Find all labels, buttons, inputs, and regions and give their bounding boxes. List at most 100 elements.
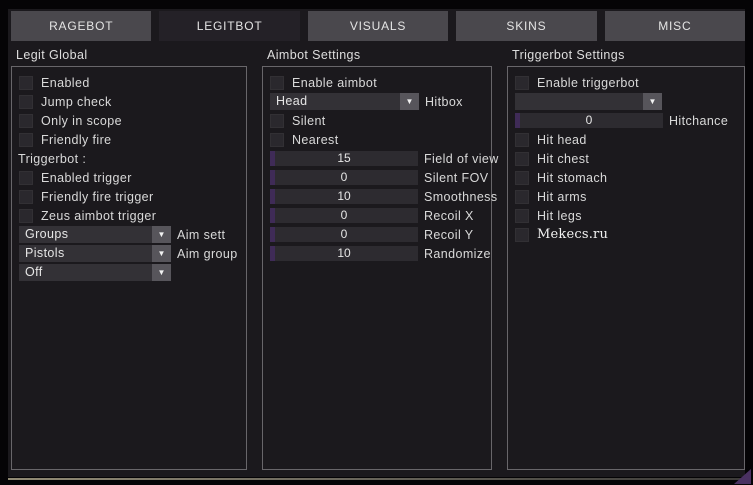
- checkbox-row-enabled: Enabled: [19, 73, 240, 92]
- slider-value: 0: [585, 113, 593, 127]
- arrow-glyph: ▼: [157, 267, 166, 277]
- slider-silent-fov[interactable]: 0: [270, 170, 418, 185]
- checkbox-enable-aimbot[interactable]: [270, 75, 284, 90]
- checkbox-friendly-fire[interactable]: [19, 132, 33, 147]
- checkbox-hit-legs[interactable]: [515, 208, 529, 223]
- aim-sett-dropdown[interactable]: Groups ▼: [19, 226, 171, 243]
- slider-label: Smoothness: [424, 189, 498, 204]
- checkbox-hit-head[interactable]: [515, 132, 529, 147]
- checkbox-enabled[interactable]: [19, 75, 33, 90]
- dropdown-arrow-icon[interactable]: ▼: [643, 93, 662, 110]
- checkbox-label: Jump check: [41, 94, 112, 109]
- tab-misc[interactable]: MISC: [604, 11, 746, 41]
- checkbox-hit-stomach[interactable]: [515, 170, 529, 185]
- slider-label: Recoil Y: [424, 227, 474, 242]
- checkbox-friendly-fire-trigger[interactable]: [19, 189, 33, 204]
- tab-ragebot[interactable]: RAGEBOT: [11, 11, 152, 41]
- checkbox-hit-arms[interactable]: [515, 189, 529, 204]
- dropdown-row-aim-sett: Groups ▼ Aim sett: [19, 225, 240, 244]
- checkbox-watermark[interactable]: [515, 227, 529, 242]
- tab-skins[interactable]: SKINS: [456, 11, 597, 41]
- slider-fill: [270, 246, 275, 261]
- checkbox-silent[interactable]: [270, 113, 284, 128]
- slider-fill: [270, 170, 275, 185]
- dropdown-label: Aim sett: [177, 227, 226, 242]
- off-dropdown[interactable]: Off ▼: [19, 264, 171, 281]
- slider-recoil-y[interactable]: 0: [270, 227, 418, 242]
- slider-fill: [270, 227, 275, 242]
- section-title-aimbot-settings: Aimbot Settings: [267, 48, 361, 62]
- checkbox-row-enable-aimbot: Enable aimbot: [270, 73, 485, 92]
- checkbox-label: Hit stomach: [537, 170, 608, 185]
- arrow-glyph: ▼: [157, 229, 166, 239]
- slider-row-field-of-view: 15 Field of view: [270, 149, 498, 168]
- checkbox-label: Nearest: [292, 132, 339, 147]
- checkbox-row-friendly-fire: Friendly fire: [19, 130, 240, 149]
- slider-recoil-x[interactable]: 0: [270, 208, 418, 223]
- checkbox-row-hit-legs: Hit legs: [515, 206, 738, 225]
- slider-row-recoil-x: 0 Recoil X: [270, 206, 485, 225]
- checkbox-row-hit-head: Hit head: [515, 130, 738, 149]
- slider-field-of-view[interactable]: 15: [270, 151, 418, 166]
- slider-label: Recoil X: [424, 208, 474, 223]
- dropdown-value: Pistols: [25, 246, 65, 260]
- checkbox-enabled-trigger[interactable]: [19, 170, 33, 185]
- dropdown-arrow-icon[interactable]: ▼: [152, 245, 171, 262]
- checkbox-label: Hit chest: [537, 151, 590, 166]
- checkbox-row-hit-arms: Hit arms: [515, 187, 738, 206]
- section-title-triggerbot-settings: Triggerbot Settings: [512, 48, 625, 62]
- subheading-label: Triggerbot :: [18, 151, 87, 166]
- dropdown-arrow-icon[interactable]: ▼: [152, 264, 171, 281]
- checkbox-label: Hit head: [537, 132, 587, 147]
- checkbox-label: Enable aimbot: [292, 75, 378, 90]
- checkbox-only-in-scope[interactable]: [19, 113, 33, 128]
- triggerbot-weapon-dropdown[interactable]: ▼: [515, 93, 662, 110]
- slider-fill: [270, 151, 275, 166]
- slider-value: 0: [340, 227, 348, 241]
- slider-value: 10: [337, 246, 351, 260]
- dropdown-row-hitbox: Head ▼ Hitbox: [270, 92, 485, 111]
- subheading-triggerbot: Triggerbot :: [18, 149, 240, 168]
- checkbox-nearest[interactable]: [270, 132, 284, 147]
- checkbox-jump-check[interactable]: [19, 94, 33, 109]
- slider-label: Silent FOV: [424, 170, 489, 185]
- watermark-text: Mekecs.ru: [537, 227, 609, 242]
- hitbox-dropdown[interactable]: Head ▼: [270, 93, 419, 110]
- checkbox-label: Enable triggerbot: [537, 75, 640, 90]
- dropdown-value: Off: [25, 265, 43, 279]
- dropdown-arrow-icon[interactable]: ▼: [152, 226, 171, 243]
- slider-value: 0: [340, 208, 348, 222]
- slider-label: Hitchance: [669, 113, 729, 128]
- slider-randomize[interactable]: 10: [270, 246, 418, 261]
- checkbox-row-hit-stomach: Hit stomach: [515, 168, 738, 187]
- checkbox-row-friendly-fire-trigger: Friendly fire trigger: [19, 187, 240, 206]
- arrow-glyph: ▼: [405, 96, 414, 106]
- panel-aimbot-settings: Enable aimbot Head ▼ Hitbox Silent Neare…: [262, 66, 498, 470]
- slider-value: 0: [340, 170, 348, 184]
- window-bottom-edge: [8, 478, 747, 480]
- tab-legitbot[interactable]: LEGITBOT: [159, 11, 300, 41]
- tab-bar: RAGEBOT LEGITBOT VISUALS SKINS MISC: [11, 11, 746, 41]
- slider-smoothness[interactable]: 10: [270, 189, 418, 204]
- tab-visuals[interactable]: VISUALS: [307, 11, 449, 41]
- slider-label: Field of view: [424, 151, 499, 166]
- dropdown-row-aim-group: Pistols ▼ Aim group: [19, 244, 240, 263]
- dropdown-value: Groups: [25, 227, 69, 241]
- panel-triggerbot-settings: Enable triggerbot ▼ 0 Hitchance Hit head…: [507, 66, 745, 470]
- slider-hitchance[interactable]: 0: [515, 113, 663, 128]
- aim-group-dropdown[interactable]: Pistols ▼: [19, 245, 171, 262]
- slider-label: Randomize: [424, 246, 491, 261]
- slider-row-smoothness: 10 Smoothness: [270, 187, 497, 206]
- checkbox-hit-chest[interactable]: [515, 151, 529, 166]
- slider-row-hitchance: 0 Hitchance: [515, 111, 738, 130]
- checkbox-row-jump-check: Jump check: [19, 92, 240, 111]
- dropdown-arrow-icon[interactable]: ▼: [400, 93, 419, 110]
- checkbox-label: Silent: [292, 113, 326, 128]
- checkbox-row-zeus-aimbot-trigger: Zeus aimbot trigger: [19, 206, 240, 225]
- checkbox-zeus-aimbot-trigger[interactable]: [19, 208, 33, 223]
- checkbox-enable-triggerbot[interactable]: [515, 75, 529, 90]
- checkbox-row-enable-triggerbot: Enable triggerbot: [515, 73, 738, 92]
- panel-legit-global: Enabled Jump check Only in scope Friendl…: [11, 66, 247, 470]
- slider-value: 10: [337, 189, 351, 203]
- resize-handle[interactable]: [734, 469, 751, 484]
